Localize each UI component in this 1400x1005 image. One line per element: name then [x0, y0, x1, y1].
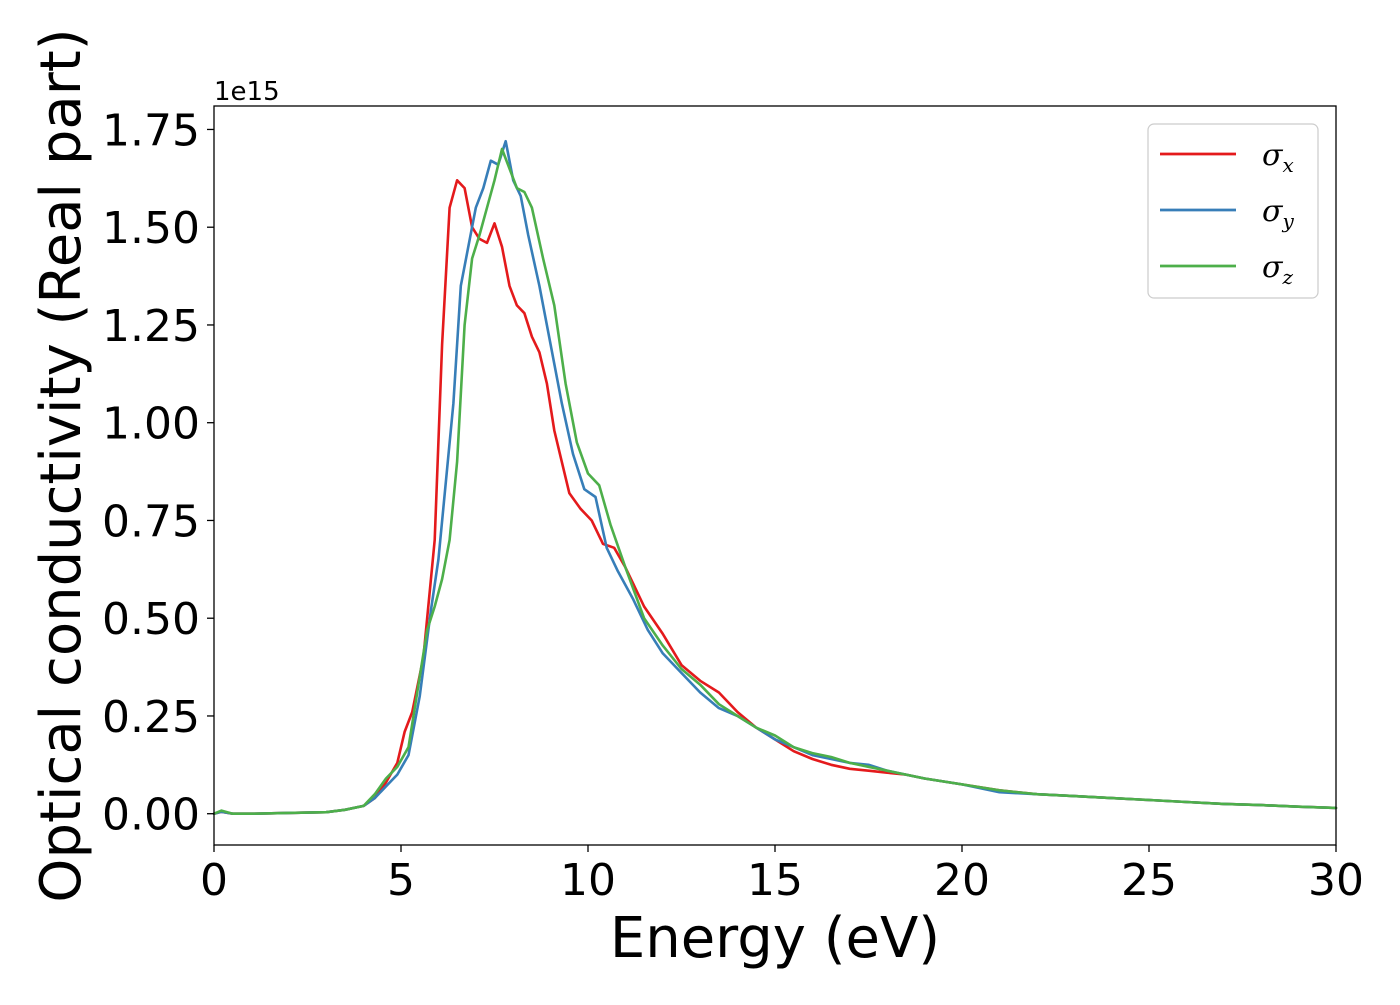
y-tick-label: 0.50 [102, 594, 200, 645]
y-tick-label: 1.50 [102, 203, 200, 254]
x-axis-ticks: 0 5 10 15 20 25 30 [200, 845, 1364, 906]
x-tick-label: 10 [560, 855, 616, 906]
legend-subscript-x: x [1282, 153, 1293, 177]
y-tick-label: 1.00 [102, 399, 200, 450]
y-tick-label: 1.25 [102, 301, 200, 352]
x-tick-label: 5 [387, 855, 415, 906]
y-axis-title: Optical conductivity (Real part) [29, 28, 94, 902]
y-offset-label: 1e15 [214, 77, 280, 107]
legend-subscript-y: y [1281, 209, 1294, 233]
y-tick-label: 1.75 [102, 105, 200, 156]
series-layer [212, 139, 1338, 815]
legend-subscript-z: z [1281, 265, 1293, 289]
y-tick-label: 0.25 [102, 692, 200, 743]
x-tick-label: 20 [934, 855, 990, 906]
y-tick-label: 0.75 [102, 496, 200, 547]
y-tick-label: 0.00 [102, 790, 200, 841]
series-line-z [212, 147, 1338, 815]
x-tick-label: 0 [200, 855, 228, 906]
y-axis-ticks: 0.00 0.25 0.50 0.75 1.00 1.25 1.50 1.75 [102, 105, 214, 841]
x-tick-label: 25 [1121, 855, 1177, 906]
x-axis-title: Energy (eV) [610, 906, 940, 971]
x-tick-label: 30 [1308, 855, 1364, 906]
x-tick-label: 15 [747, 855, 803, 906]
